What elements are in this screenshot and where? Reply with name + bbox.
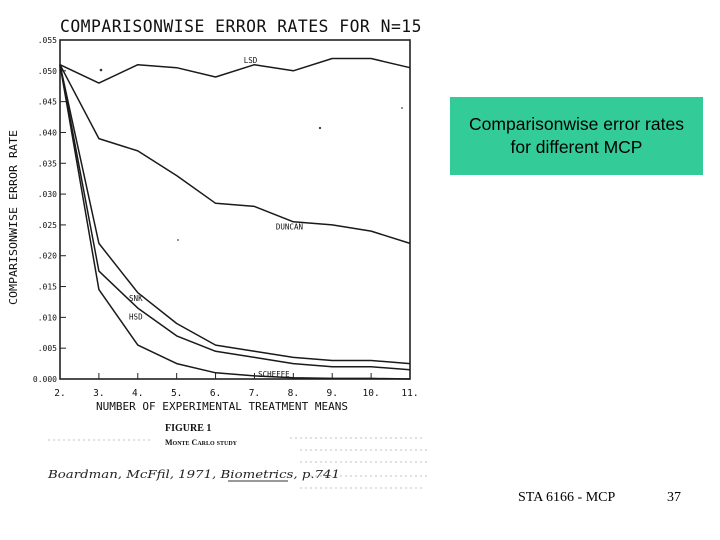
scan-bleed-through bbox=[48, 437, 430, 489]
y-tick-label: 0.000 bbox=[33, 375, 57, 384]
y-tick-label: .035 bbox=[38, 159, 57, 168]
series-label-duncan: DUNCAN bbox=[276, 222, 303, 231]
figure-subcaption: Monte Carlo study bbox=[165, 438, 238, 447]
y-tick-label: .050 bbox=[38, 67, 57, 76]
y-tick-label: .020 bbox=[38, 252, 57, 261]
series-label-hsd: HSD bbox=[129, 312, 143, 321]
x-axis-label: NUMBER OF EXPERIMENTAL TREATMENT MEANS bbox=[96, 400, 348, 413]
series-line-scheffe bbox=[59, 64, 411, 380]
x-tick-label: 4. bbox=[132, 388, 143, 399]
x-tick-label: 11. bbox=[401, 388, 418, 399]
x-tick-label: 3. bbox=[93, 388, 104, 399]
y-tick-label: .055 bbox=[38, 36, 57, 45]
scan-speck bbox=[99, 68, 103, 72]
x-tick-label: 2. bbox=[54, 388, 65, 399]
y-tick-label: .030 bbox=[38, 190, 57, 199]
x-tick-label: 5. bbox=[171, 388, 182, 399]
handwritten-citation: Boardman, McFfil, 1971, Biometrics, p.74… bbox=[47, 468, 340, 481]
series-line-lsd bbox=[59, 57, 411, 84]
plot-frame bbox=[59, 39, 411, 380]
y-tick-label: .040 bbox=[38, 128, 57, 137]
callout-text: Comparisonwise error rates for different… bbox=[469, 114, 684, 157]
x-tick-label: 10. bbox=[363, 388, 380, 399]
x-tick-label: 8. bbox=[288, 388, 299, 399]
footer-course-label: STA 6166 - MCP bbox=[518, 490, 616, 505]
chart-title: COMPARISONWISE ERROR RATES FOR N=15 bbox=[60, 17, 422, 37]
y-tick-label: .010 bbox=[38, 313, 57, 322]
callout-box: Comparisonwise error rates for different… bbox=[450, 97, 703, 175]
scanned-figure: COMPARISONWISE ERROR RATES FOR N=15 COMP… bbox=[7, 17, 430, 489]
x-tick-label: 7. bbox=[249, 388, 260, 399]
series-label-snk: SNK bbox=[129, 294, 143, 303]
y-tick-label: .045 bbox=[38, 98, 57, 107]
x-ticks: 2. 3. 4. 5. 6. 7. 8. 9. 10. 11. bbox=[54, 373, 419, 399]
series-lines bbox=[59, 57, 411, 380]
series-label-lsd: LSD bbox=[244, 56, 258, 65]
y-axis-label: COMPARISONWISE ERROR RATE bbox=[7, 130, 20, 305]
series-line-snk bbox=[59, 64, 411, 365]
scan-speck bbox=[177, 239, 179, 241]
series-line-duncan bbox=[59, 64, 411, 245]
x-tick-label: 9. bbox=[326, 388, 337, 399]
series-labels: LSD DUNCAN SNK HSD SCHEFFE bbox=[129, 56, 303, 379]
series-label-scheffe: SCHEFFE bbox=[258, 370, 290, 379]
page-number: 37 bbox=[667, 490, 681, 505]
y-tick-label: .025 bbox=[38, 221, 57, 230]
figure-caption: FIGURE 1 bbox=[165, 423, 211, 434]
series-line-hsd bbox=[59, 64, 411, 371]
y-tick-label: .015 bbox=[38, 283, 57, 292]
y-ticks: 0.000 .005 .010 .015 .020 .025 .030 .035 .040 .04… bbox=[33, 36, 66, 384]
x-tick-label: 6. bbox=[210, 388, 221, 399]
scan-speck bbox=[318, 126, 322, 130]
scan-speck bbox=[401, 107, 403, 109]
y-tick-label: .005 bbox=[38, 344, 57, 353]
